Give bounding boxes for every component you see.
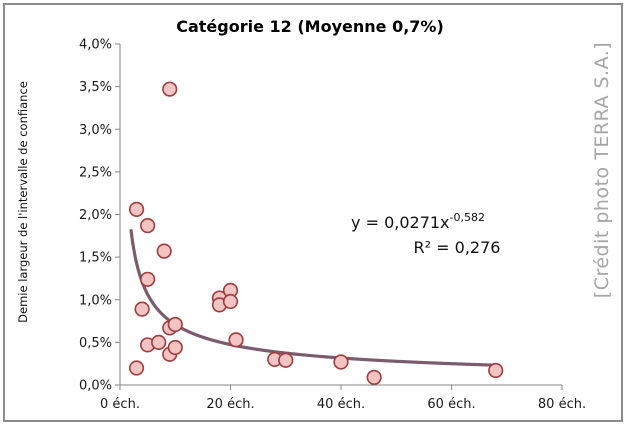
- r-squared-label: R² = 0,276: [414, 238, 501, 257]
- data-point: [228, 332, 244, 348]
- data-point: [128, 360, 145, 376]
- data-points: [128, 81, 504, 385]
- y-tick-label: 1,0%: [79, 293, 112, 308]
- equation-exponent: -0,582: [450, 211, 485, 224]
- data-point: [167, 339, 183, 356]
- x-tick-label: 80 éch.: [538, 397, 586, 412]
- x-tick-label: 40 éch.: [317, 397, 365, 412]
- data-point: [222, 293, 239, 310]
- trendline-equation: y = 0,0271x-0,582: [351, 211, 485, 232]
- y-tick-label: 2,5%: [79, 165, 112, 180]
- y-tick-label: 1,5%: [79, 251, 112, 266]
- y-tick-label: 3,5%: [79, 80, 112, 95]
- y-tick-label: 2,0%: [79, 208, 112, 223]
- y-axis-label: Demie largeur de l'intervalle de confian…: [16, 81, 30, 323]
- chart-frame: Catégorie 12 (Moyenne 0,7%) Demie largeu…: [3, 3, 623, 422]
- data-point: [128, 201, 145, 217]
- x-tick-label: 0 éch.: [100, 397, 140, 412]
- data-point: [140, 271, 156, 287]
- data-point: [278, 352, 294, 368]
- equation-base: y = 0,0271x: [351, 213, 450, 232]
- chart-title: Catégorie 12 (Moyenne 0,7%): [176, 17, 444, 36]
- data-point: [162, 81, 178, 97]
- data-point: [140, 217, 156, 234]
- x-axis-ticks: 0 éch. 20 éch. 40 éch. 60 éch. 80 éch.: [100, 385, 586, 412]
- data-point: [151, 334, 167, 350]
- y-tick-label: 4,0%: [79, 38, 112, 53]
- data-point: [134, 301, 150, 317]
- data-point: [167, 316, 183, 333]
- y-tick-label: 3,0%: [79, 123, 112, 138]
- data-point: [156, 243, 172, 259]
- y-tick-label: 0,0%: [79, 379, 112, 394]
- data-point: [333, 354, 349, 370]
- axes: [119, 44, 562, 386]
- power-trendline: [129, 229, 498, 367]
- x-tick-label: 60 éch.: [427, 397, 475, 412]
- y-axis-ticks: 0,0% 0,5% 1,0% 1,5% 2,0% 2,5% 3,0% 3,5% 4,0%: [79, 38, 120, 394]
- data-point: [366, 369, 382, 385]
- photo-credit-watermark: [Crédit photo TERRA S.A.]: [591, 42, 613, 298]
- data-point: [488, 362, 504, 379]
- x-tick-label: 20 éch.: [206, 397, 254, 412]
- scatter-chart: Catégorie 12 (Moyenne 0,7%) Demie largeu…: [16, 17, 613, 412]
- y-tick-label: 0,5%: [79, 336, 112, 351]
